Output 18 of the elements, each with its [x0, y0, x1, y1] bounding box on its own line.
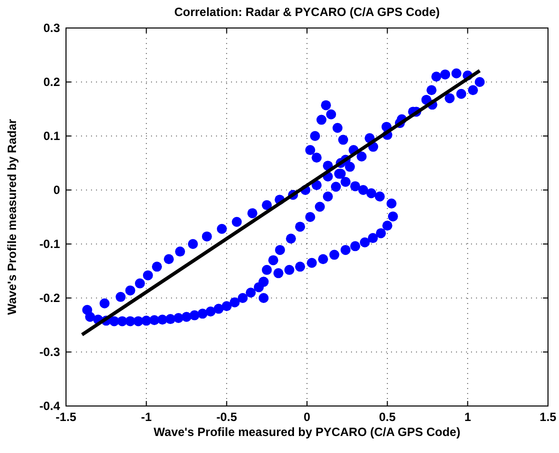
y-tick-label: 0 [53, 183, 60, 197]
x-tick-label: 0.5 [378, 410, 396, 424]
y-tick-label: -0.2 [39, 291, 60, 305]
x-tick-label: 0 [304, 410, 311, 424]
chart-title: Correlation: Radar & PYCARO (C/A GPS Code) [174, 5, 440, 19]
y-tick-label: -0.1 [39, 237, 60, 251]
y-tick-label: 0.1 [43, 129, 60, 143]
y-tick-label: 0.3 [43, 21, 60, 35]
x-tick-label: -1.5 [56, 410, 77, 424]
y-axis-title: Wave's Profile measured by Radar [5, 118, 19, 315]
x-tick-label: 1 [464, 410, 472, 424]
x-tick-label: -0.5 [216, 410, 238, 424]
x-tick-label: -1 [140, 410, 152, 424]
x-tick-label: 1.5 [540, 410, 557, 424]
y-tick-label: 0.2 [43, 75, 60, 89]
x-axis-title: Wave's Profile measured by PYCARO (C/A GPS Code) [154, 425, 460, 439]
y-tick-label: -0.3 [39, 345, 60, 359]
y-tick-label: -0.4 [39, 399, 60, 413]
